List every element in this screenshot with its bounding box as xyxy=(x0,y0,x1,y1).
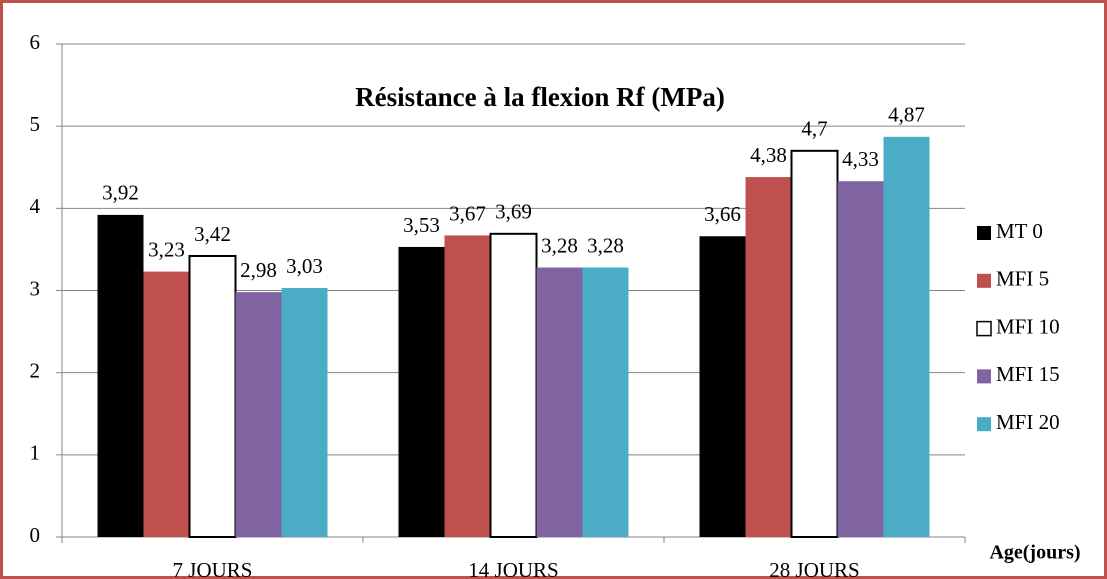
bar xyxy=(489,232,538,538)
legend-swatch xyxy=(977,226,991,240)
chart-title: Résistance à la flexion Rf (MPa) xyxy=(355,82,725,112)
data-label: 4,38 xyxy=(750,143,787,167)
y-tick-label: 6 xyxy=(30,30,41,54)
legend-label: MT 0 xyxy=(996,219,1043,243)
bar xyxy=(281,288,328,537)
y-tick-label: 4 xyxy=(30,194,41,218)
data-label: 3,66 xyxy=(704,202,741,226)
data-label: 4,7 xyxy=(801,117,827,141)
bar xyxy=(143,271,190,537)
bar xyxy=(188,254,237,539)
bar xyxy=(790,149,839,538)
y-tick-label: 1 xyxy=(30,441,41,465)
legend-swatch xyxy=(976,320,992,337)
data-label: 3,69 xyxy=(495,200,532,224)
x-tick-label: 7 JOURS xyxy=(173,558,253,579)
bar xyxy=(444,235,491,537)
x-axis-label: Age(jours) xyxy=(989,542,1080,564)
data-label: 3,42 xyxy=(194,222,231,246)
y-tick-label: 5 xyxy=(30,112,41,136)
data-label: 3,23 xyxy=(148,237,185,261)
bar xyxy=(536,267,583,537)
data-label: 4,87 xyxy=(888,103,925,127)
legend-swatch xyxy=(977,273,991,288)
data-label: 3,28 xyxy=(541,233,578,257)
legend-label: MFI 20 xyxy=(996,410,1060,434)
data-label: 3,53 xyxy=(403,213,440,237)
data-label: 4,33 xyxy=(842,147,879,171)
bar xyxy=(883,136,930,537)
data-label: 3,28 xyxy=(587,233,624,257)
x-tick-label: 28 JOURS xyxy=(769,558,859,579)
data-label: 3,03 xyxy=(286,254,323,278)
bar xyxy=(699,236,746,537)
bar xyxy=(745,177,792,538)
bar xyxy=(837,181,884,538)
legend-label: MFI 15 xyxy=(996,362,1060,386)
legend-swatch xyxy=(977,369,991,384)
data-label: 3,67 xyxy=(449,201,486,225)
data-label: 3,92 xyxy=(102,181,139,205)
y-tick-label: 2 xyxy=(30,358,41,382)
data-label: 2,98 xyxy=(240,258,277,282)
bar xyxy=(97,214,144,537)
bar xyxy=(235,292,282,537)
y-tick-label: 0 xyxy=(30,523,41,547)
legend-label: MFI 5 xyxy=(996,267,1049,291)
legend-label: MFI 10 xyxy=(996,314,1060,338)
y-tick-label: 3 xyxy=(30,276,41,300)
x-tick-label: 14 JOURS xyxy=(468,558,558,579)
bar xyxy=(582,267,629,537)
bar xyxy=(398,246,445,537)
legend-swatch xyxy=(977,417,991,432)
